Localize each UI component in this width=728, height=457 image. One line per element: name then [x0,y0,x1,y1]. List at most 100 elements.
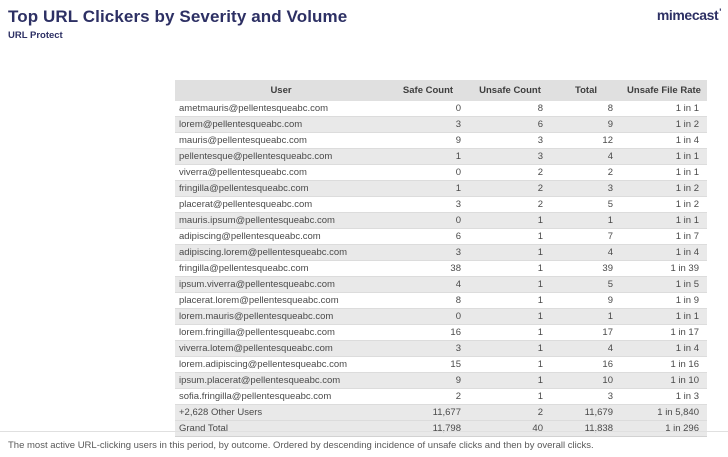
safe-count-cell: 38 [387,260,469,277]
unsafe-file-rate-cell: 1 in 2 [621,196,707,213]
safe-count-cell: 9 [387,372,469,389]
summary-row: +2,628 Other Users 11,677 2 11,679 1 in 5,84… [175,404,707,421]
safe-count-cell: 1 [387,180,469,197]
safe-count-cell: 4 [387,276,469,293]
user-cell: mauris@pellentesqueabc.com [175,132,387,149]
unsafe-file-rate-cell: 1 in 2 [621,116,707,133]
table-row: pellentesque@pellentesqueabc.com 1 3 4 1 in … [175,148,707,165]
user-cell: sofia.fringilla@pellentesqueabc.com [175,388,387,405]
total-cell: 1 [551,308,621,325]
safe-count-cell: 3 [387,340,469,357]
total-cell: 3 [551,180,621,197]
table-row: adipiscing@pellentesqueabc.com 6 1 7 1 in 7 [175,228,707,245]
safe-count-cell: 6 [387,228,469,245]
summary-row: Grand Total 11,798 40 11,838 1 in 296 [175,420,707,437]
table-row: lorem.mauris@pellentesqueabc.com 0 1 1 1 in … [175,308,707,325]
user-cell: ametmauris@pellentesqueabc.com [175,101,387,117]
unsafe-file-rate-cell: 1 in 2 [621,180,707,197]
safe-count-cell: 8 [387,292,469,309]
unsafe-count-cell: 2 [469,164,551,181]
unsafe-count-cell: 6 [469,116,551,133]
unsafe-count-cell: 1 [469,244,551,261]
user-cell: pellentesque@pellentesqueabc.com [175,148,387,165]
total-cell: 2 [551,164,621,181]
user-cell: viverra.lotem@pellentesqueabc.com [175,340,387,357]
unsafe-count-cell: 1 [469,260,551,277]
table-header-row: User Safe Count Unsafe Count Total Unsafe Fi… [175,80,707,101]
table-row: placerat@pellentesqueabc.com 3 2 5 1 in 2 [175,196,707,213]
unsafe-file-rate-cell: 1 in 17 [621,324,707,341]
safe-count-cell: 2 [387,388,469,405]
total-cell: 8 [551,101,621,117]
safe-count-cell: 3 [387,116,469,133]
unsafe-file-rate-cell: 1 in 296 [621,420,707,437]
table-row: ipsum.viverra@pellentesqueabc.com 4 1 5 1 in… [175,276,707,293]
mimecast-logo-trademark: ' [719,7,721,17]
user-cell: lorem.adipiscing@pellentesqueabc.com [175,356,387,373]
unsafe-file-rate-cell: 1 in 1 [621,212,707,229]
column-header-unsafe-count: Unsafe Count [469,80,551,101]
user-cell: fringilla@pellentesqueabc.com [175,180,387,197]
unsafe-count-cell: 3 [469,132,551,149]
unsafe-count-cell: 2 [469,404,551,421]
user-cell: mauris.ipsum@pellentesqueabc.com [175,212,387,229]
user-cell: placerat.lorem@pellentesqueabc.com [175,292,387,309]
user-cell: fringilla@pellentesqueabc.com [175,260,387,277]
safe-count-cell: 0 [387,101,469,117]
report-header: Top URL Clickers by Severity and Volume … [8,7,347,41]
table-row: ametmauris@pellentesqueabc.com 0 8 8 1 in 1 [175,101,707,117]
total-cell: 9 [551,116,621,133]
total-cell: 10 [551,372,621,389]
page-title: Top URL Clickers by Severity and Volume [8,7,348,26]
total-cell: 3 [551,388,621,405]
safe-count-cell: 11,677 [387,404,469,421]
mimecast-logo: mimecast' [657,7,722,23]
total-cell: 4 [551,340,621,357]
unsafe-count-cell: 40 [469,420,551,437]
unsafe-file-rate-cell: 1 in 4 [621,340,707,357]
unsafe-count-cell: 1 [469,228,551,245]
table-row: mauris.ipsum@pellentesqueabc.com 0 1 1 1 in … [175,212,707,229]
unsafe-file-rate-cell: 1 in 16 [621,356,707,373]
unsafe-file-rate-cell: 1 in 3 [621,388,707,405]
unsafe-file-rate-cell: 1 in 4 [621,244,707,261]
unsafe-count-cell: 1 [469,292,551,309]
table-header: User Safe Count Unsafe Count Total Unsafe Fi… [175,80,707,101]
table-row: placerat.lorem@pellentesqueabc.com 8 1 9 1 i… [175,292,707,309]
unsafe-count-cell: 1 [469,340,551,357]
safe-count-cell: 1 [387,148,469,165]
safe-count-cell: 0 [387,212,469,229]
page-subtitle: URL Protect [8,30,63,41]
user-cell: placerat@pellentesqueabc.com [175,196,387,213]
unsafe-file-rate-cell: 1 in 4 [621,132,707,149]
user-cell: lorem.mauris@pellentesqueabc.com [175,308,387,325]
safe-count-cell: 11,798 [387,420,469,437]
unsafe-file-rate-cell: 1 in 39 [621,260,707,277]
total-cell: 39 [551,260,621,277]
table-row: fringilla@pellentesqueabc.com 1 2 3 1 in 2 [175,180,707,197]
unsafe-count-cell: 1 [469,212,551,229]
total-cell: 5 [551,276,621,293]
table-row: lorem@pellentesqueabc.com 3 6 9 1 in 2 [175,116,707,133]
unsafe-file-rate-cell: 1 in 1 [621,101,707,117]
unsafe-file-rate-cell: 1 in 1 [621,308,707,325]
unsafe-count-cell: 1 [469,388,551,405]
table-row: lorem.adipiscing@pellentesqueabc.com 15 1 1… [175,356,707,373]
user-cell: lorem.fringilla@pellentesqueabc.com [175,324,387,341]
table-row: ipsum.placerat@pellentesqueabc.com 9 1 10 1 … [175,372,707,389]
unsafe-file-rate-cell: 1 in 10 [621,372,707,389]
total-cell: 17 [551,324,621,341]
total-cell: 5 [551,196,621,213]
total-cell: 1 [551,212,621,229]
table-row: mauris@pellentesqueabc.com 9 3 12 1 in 4 [175,132,707,149]
column-header-unsafe-file-rate: Unsafe File Rate [621,80,707,101]
user-cell: viverra@pellentesqueabc.com [175,164,387,181]
column-header-user: User [175,80,387,101]
safe-count-cell: 3 [387,244,469,261]
unsafe-file-rate-cell: 1 in 7 [621,228,707,245]
user-cell: adipiscing.lorem@pellentesqueabc.com [175,244,387,261]
total-cell: 9 [551,292,621,309]
total-cell: 11,679 [551,404,621,421]
unsafe-file-rate-cell: 1 in 9 [621,292,707,309]
